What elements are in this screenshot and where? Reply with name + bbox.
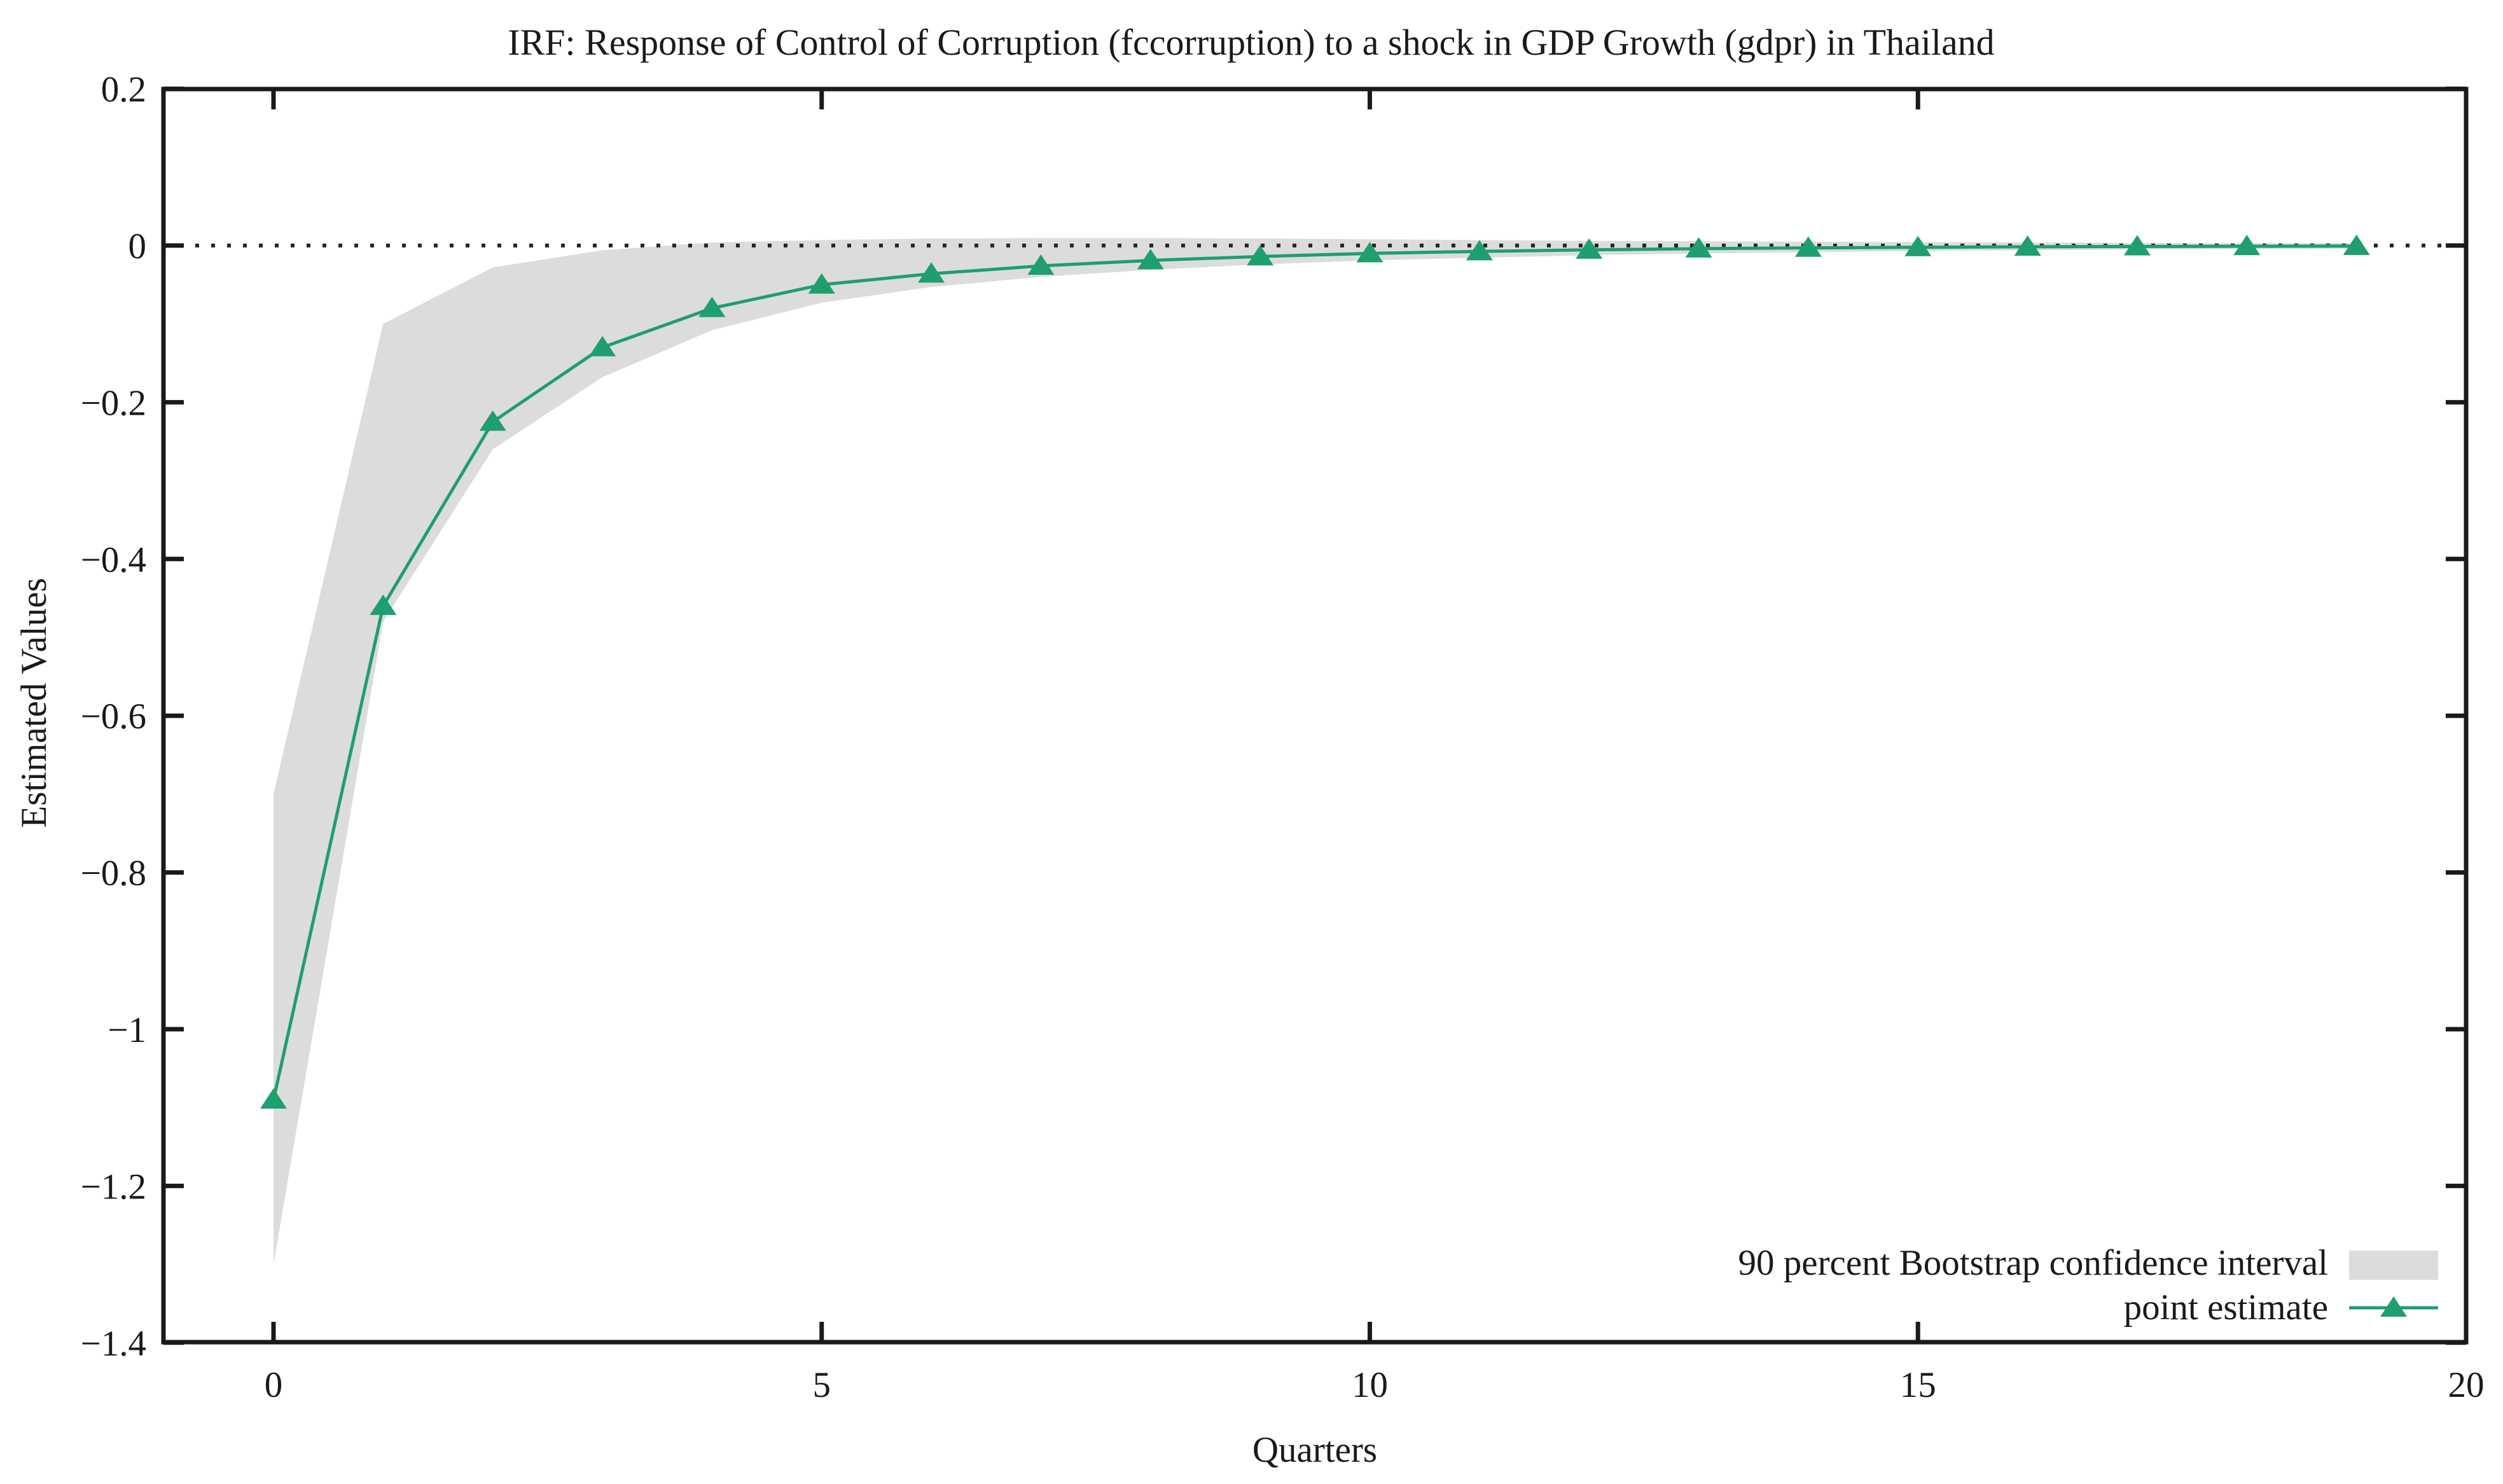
y-tick-label: 0.2 [101, 70, 146, 110]
y-tick-label: −1 [107, 1010, 146, 1050]
legend: 90 percent Bootstrap confidence interval… [1738, 1243, 2438, 1328]
legend-triangle-marker-icon [2380, 1296, 2407, 1317]
x-tick-label: 0 [265, 1365, 283, 1405]
legend-point-label: point estimate [2124, 1287, 2328, 1328]
plot-area: 0.2 0 −0.2 −0.4 −0.6 −0.8 −1 −1.2 −1.4 0 5 10 15 20 [81, 70, 2485, 1405]
x-axis-label: Quarters [1252, 1430, 1377, 1470]
plot-border [161, 87, 2469, 1345]
y-tick-label: −1.4 [81, 1324, 146, 1364]
y-tick-label: −0.2 [81, 383, 146, 423]
confidence-band [274, 238, 2357, 1265]
x-tick-label: 20 [2448, 1365, 2485, 1405]
point-estimate-line [272, 244, 2357, 1100]
x-tick-label: 15 [1900, 1365, 1936, 1405]
y-tick-label: 0 [128, 226, 147, 267]
y-tick-label: −0.8 [81, 854, 146, 894]
y-tick-label: −0.4 [81, 540, 146, 580]
legend-ci-label: 90 percent Bootstrap confidence interval [1738, 1243, 2328, 1283]
x-tick-label: 5 [813, 1365, 831, 1405]
y-tick-label: −0.6 [81, 697, 146, 737]
y-tick-label: −1.2 [81, 1167, 146, 1207]
legend-ci-swatch-icon [2349, 1251, 2438, 1280]
chart-title: IRF: Response of Control of Corruption (… [508, 22, 1994, 63]
x-tick-label: 10 [1352, 1365, 1388, 1405]
y-axis-label: Estimated Values [14, 578, 54, 828]
